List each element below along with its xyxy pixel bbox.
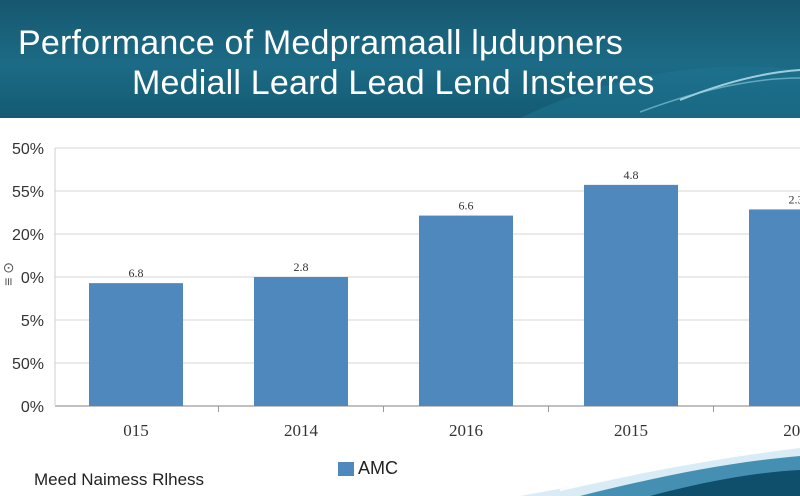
- legend-label: AMC: [358, 458, 398, 478]
- x-tick-label: 2014: [284, 421, 319, 440]
- bar-data-label: 2.8: [294, 260, 309, 274]
- banner-swoosh-decoration: [520, 66, 800, 118]
- y-tick-label: 50%: [12, 141, 44, 158]
- y-tick-label: 20%: [12, 227, 44, 244]
- chart-title-line-2: Mediall Leard Lead Lend Insterres: [132, 64, 655, 102]
- footer-source-text: Meed Naimess Rlhess: [34, 470, 205, 489]
- bar-data-label: 6.6: [459, 199, 474, 213]
- title-banner: Performance of Medpramaall lμdupners Med…: [0, 0, 800, 118]
- bar: [89, 283, 183, 406]
- y-tick-label: 0%: [21, 399, 44, 416]
- bar-data-label: 4.8: [624, 168, 639, 182]
- bar-chart: 50% 55% 20% 0% 5% 50% 0% 6.8 015 2.8 2014 6.6 2016 4.…: [12, 141, 800, 440]
- y-tick-label: 50%: [12, 356, 44, 373]
- x-tick-label: 2016: [449, 421, 483, 440]
- bar: [584, 184, 678, 406]
- y-axis-side-marks: ≡ ⊙: [0, 262, 16, 286]
- chart-legend: AMC: [338, 458, 398, 479]
- bar: [419, 215, 513, 406]
- legend-swatch: [338, 461, 354, 476]
- y-tick-label: 5%: [21, 313, 44, 330]
- x-tick-label: 015: [123, 421, 149, 440]
- x-tick-label: 2015: [614, 421, 648, 440]
- footer-wave-decoration: [520, 445, 800, 496]
- y-tick-label: 55%: [12, 184, 44, 201]
- bar-data-label: 6.8: [129, 266, 144, 280]
- chart-title-line-1: Performance of Medpramaall lμdupners: [18, 24, 624, 62]
- bar: [254, 277, 348, 406]
- bar-data-label: 2.3: [789, 192, 800, 206]
- y-tick-label: 0%: [21, 270, 44, 287]
- bar: [749, 209, 800, 406]
- x-tick-label: 200: [783, 421, 800, 440]
